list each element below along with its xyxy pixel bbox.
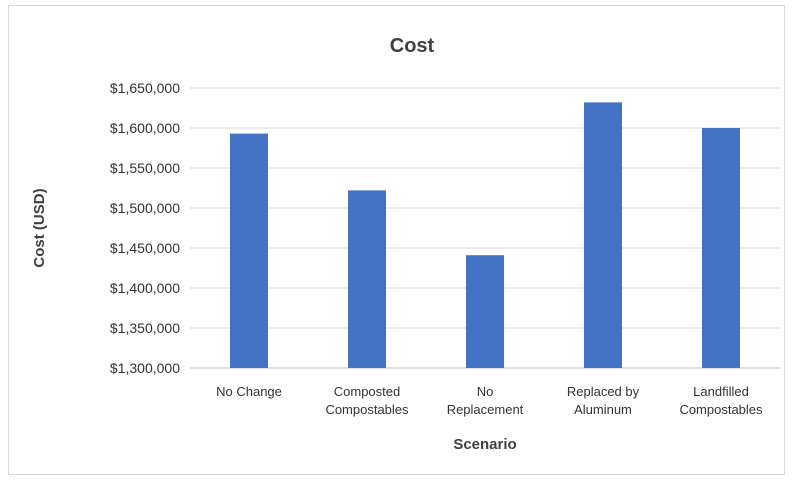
bar [466, 255, 504, 368]
x-tick-label: No Change [216, 384, 282, 399]
y-tick-label: $1,400,000 [110, 280, 180, 296]
chart-frame [8, 5, 785, 475]
x-tick-label: Composted Compostables [325, 384, 409, 417]
y-tick-label: $1,350,000 [110, 320, 180, 336]
bar [348, 190, 386, 368]
x-tick-label: Replaced by Aluminum [567, 384, 640, 417]
x-tick-label: Landfilled Compostables [679, 384, 763, 417]
gridlines [190, 87, 780, 369]
chart-title: Cost [390, 35, 435, 57]
y-tick-label: $1,550,000 [110, 160, 180, 176]
y-tick-label: $1,450,000 [110, 240, 180, 256]
y-tick-label: $1,600,000 [110, 120, 180, 136]
y-tick-label: $1,650,000 [110, 80, 180, 96]
y-tick-label: $1,300,000 [110, 360, 180, 376]
x-axis-title: Scenario [453, 436, 516, 453]
x-tick-labels: No Change Composted Compostables No Replacem… [216, 384, 763, 417]
bars [230, 102, 740, 369]
x-tick-label: No Replacement [447, 384, 524, 417]
y-axis-title: Cost (USD) [31, 188, 48, 267]
bar [230, 133, 268, 368]
bar [584, 102, 622, 369]
y-tick-labels: $1,300,000 $1,350,000 $1,400,000 $1,450,000… [110, 80, 180, 376]
y-tick-label: $1,500,000 [110, 200, 180, 216]
bar [702, 128, 740, 368]
